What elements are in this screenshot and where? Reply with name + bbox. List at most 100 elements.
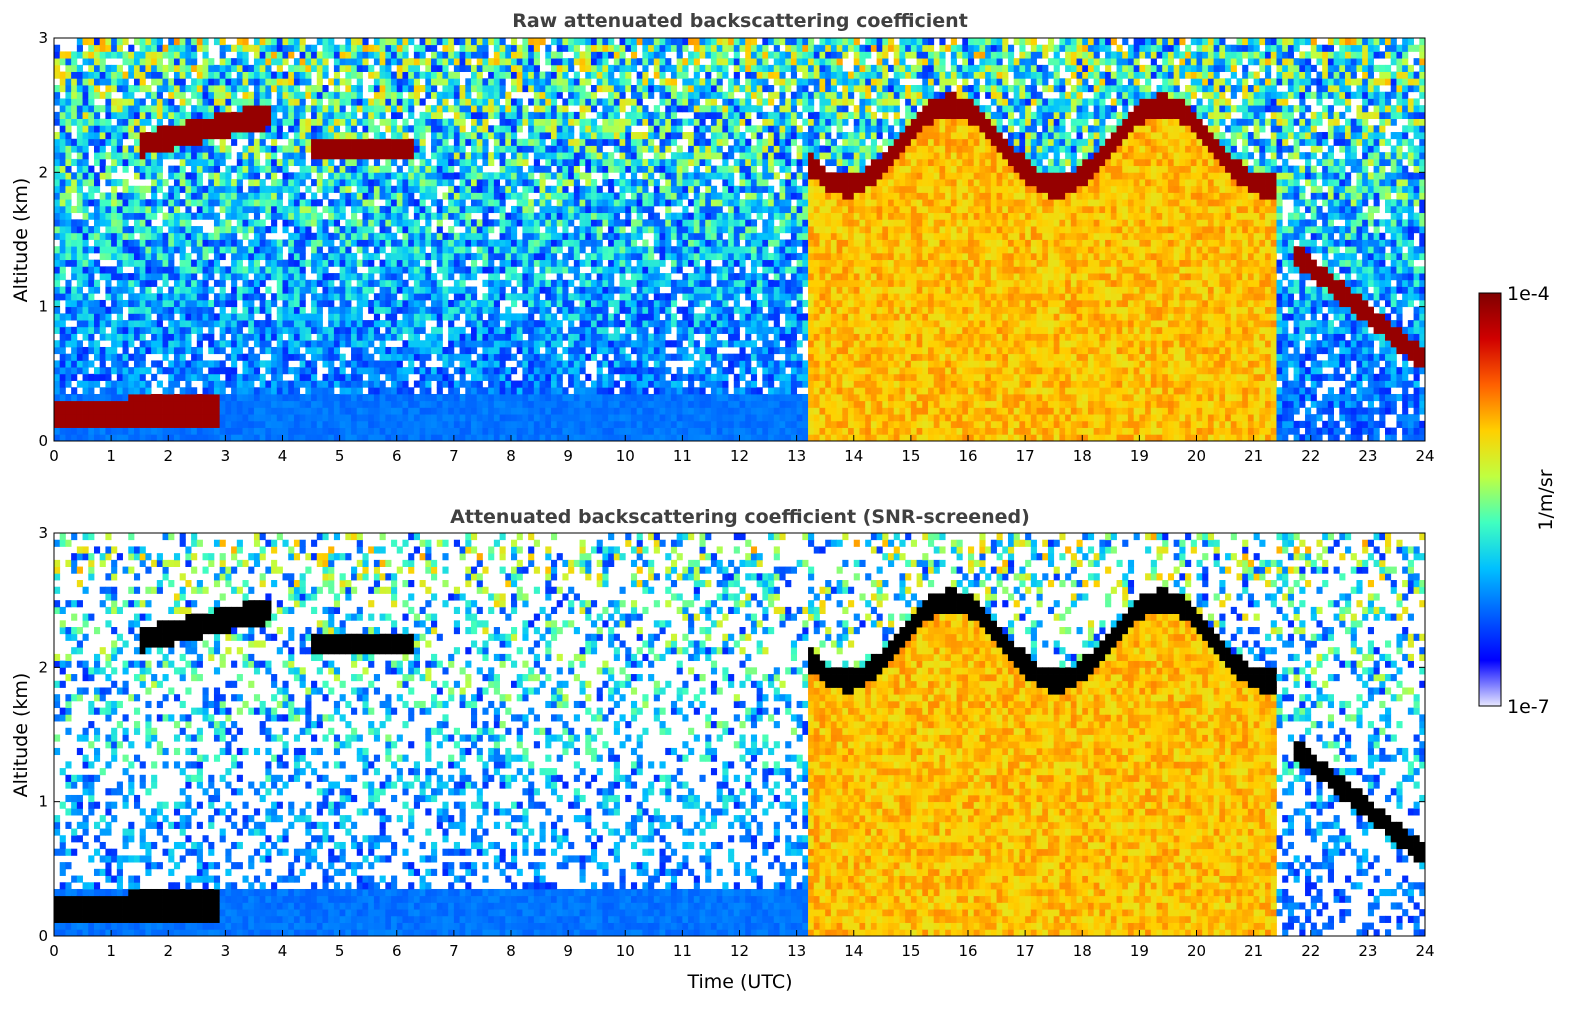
heatmap-cell	[557, 192, 563, 199]
heatmap-cell	[77, 219, 83, 226]
heatmap-cell	[340, 240, 346, 247]
heatmap-cell	[100, 58, 106, 65]
heatmap-cell	[362, 401, 368, 408]
heatmap-cell	[225, 152, 231, 159]
heatmap-cell	[54, 226, 60, 233]
heatmap-cell	[180, 434, 186, 441]
heatmap-cell	[163, 253, 169, 260]
heatmap-cell	[460, 360, 466, 367]
heatmap-cell	[402, 51, 408, 58]
heatmap-cell	[562, 45, 568, 52]
heatmap-cell	[460, 139, 466, 146]
heatmap-cell	[397, 360, 403, 367]
heatmap-cell	[385, 206, 391, 213]
heatmap-cell	[94, 394, 100, 401]
heatmap-cell	[551, 132, 557, 139]
heatmap-cell	[465, 273, 471, 280]
heatmap-cell	[117, 374, 123, 381]
heatmap-cell	[94, 327, 100, 334]
heatmap-cell	[557, 300, 563, 307]
heatmap-cell	[322, 219, 328, 226]
heatmap-cell	[294, 434, 300, 441]
heatmap-cell	[568, 300, 574, 307]
heatmap-cell	[454, 132, 460, 139]
heatmap-cell	[391, 186, 397, 193]
heatmap-cell	[197, 166, 203, 173]
heatmap-cell	[203, 293, 209, 300]
heatmap-cell	[180, 260, 186, 267]
heatmap-cell	[374, 172, 380, 179]
heatmap-cell	[197, 293, 203, 300]
heatmap-cell	[83, 72, 89, 79]
heatmap-cell	[385, 65, 391, 72]
heatmap-cell	[391, 394, 397, 401]
heatmap-cell	[545, 233, 551, 240]
heatmap-cell	[574, 172, 580, 179]
heatmap-cell	[540, 213, 546, 220]
heatmap-cell	[437, 139, 443, 146]
heatmap-cell	[163, 213, 169, 220]
heatmap-cell	[65, 92, 71, 99]
heatmap-cell	[511, 38, 517, 45]
heatmap-cell	[151, 307, 157, 314]
heatmap-cell	[528, 293, 534, 300]
heatmap-cell	[465, 45, 471, 52]
heatmap-cell	[271, 387, 277, 394]
heatmap-cell	[454, 340, 460, 347]
heatmap-cell	[368, 334, 374, 341]
heatmap-cell	[254, 98, 260, 105]
heatmap-cell	[271, 320, 277, 327]
heatmap-cell	[65, 233, 71, 240]
heatmap-cell	[460, 85, 466, 92]
heatmap-cell	[174, 132, 180, 139]
heatmap-cell	[168, 387, 174, 394]
heatmap-cell	[511, 132, 517, 139]
heatmap-cell	[557, 85, 563, 92]
heatmap-cell	[94, 300, 100, 307]
heatmap-cell	[65, 401, 71, 408]
heatmap-cell	[88, 72, 94, 79]
heatmap-cell	[134, 98, 140, 105]
heatmap-cell	[557, 179, 563, 186]
heatmap-cell	[528, 98, 534, 105]
heatmap-cell	[237, 374, 243, 381]
heatmap-cell	[123, 414, 129, 421]
heatmap-cell	[174, 213, 180, 220]
heatmap-cell	[322, 300, 328, 307]
heatmap-cell	[77, 51, 83, 58]
heatmap-cell	[488, 428, 494, 435]
heatmap-cell	[597, 307, 603, 314]
heatmap-cell	[505, 354, 511, 361]
heatmap-cell	[431, 85, 437, 92]
heatmap-cell	[488, 313, 494, 320]
heatmap-cell	[157, 85, 163, 92]
heatmap-cell	[305, 287, 311, 294]
heatmap-cell	[60, 199, 66, 206]
heatmap-cell	[140, 387, 146, 394]
heatmap-cell	[191, 300, 197, 307]
heatmap-cell	[551, 152, 557, 159]
heatmap-cell	[345, 293, 351, 300]
heatmap-cell	[265, 434, 271, 441]
heatmap-cell	[60, 213, 66, 220]
heatmap-cell	[511, 65, 517, 72]
heatmap-cell	[528, 119, 534, 126]
heatmap-cell	[568, 266, 574, 273]
heatmap-cell	[128, 213, 134, 220]
heatmap-cell	[248, 266, 254, 273]
heatmap-cell	[288, 105, 294, 112]
heatmap-cell	[305, 119, 311, 126]
heatmap-cell	[574, 354, 580, 361]
heatmap-cell	[100, 414, 106, 421]
heatmap-cell	[311, 58, 317, 65]
heatmap-cell	[500, 152, 506, 159]
heatmap-cell	[488, 367, 494, 374]
heatmap-cell	[340, 166, 346, 173]
heatmap-cell	[185, 98, 191, 105]
heatmap-cell	[454, 192, 460, 199]
heatmap-cell	[117, 199, 123, 206]
heatmap-cell	[305, 58, 311, 65]
heatmap-cell	[580, 159, 586, 166]
heatmap-cell	[71, 394, 77, 401]
heatmap-cell	[580, 313, 586, 320]
